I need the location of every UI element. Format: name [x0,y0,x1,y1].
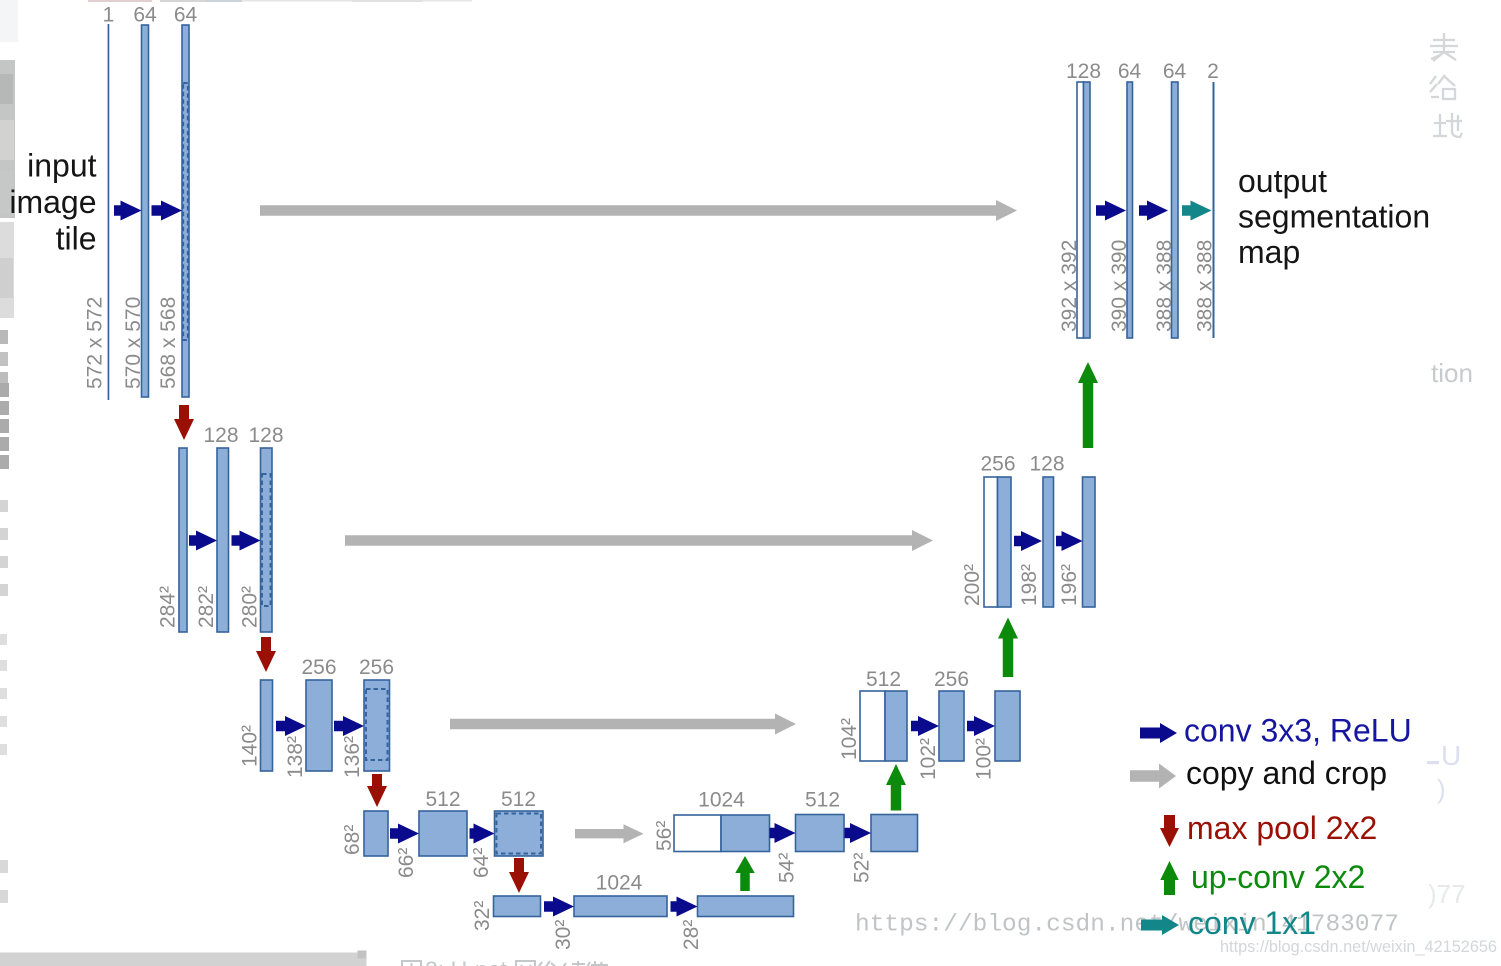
svg-text:input: input [27,148,97,184]
svg-text:conv 3x3, ReLU: conv 3x3, ReLU [1184,713,1412,749]
svg-text:256: 256 [301,656,336,679]
svg-text:1: 1 [103,4,115,27]
svg-text:512: 512 [501,788,536,811]
svg-text:56²: 56² [653,821,676,851]
svg-text:280²: 280² [239,586,262,628]
svg-text:https://blog.csdn.net/weixin_4: https://blog.csdn.net/weixin_41783077 [855,912,1399,939]
svg-text:104²: 104² [838,718,861,760]
svg-text:256: 256 [359,656,394,679]
svg-text:390 x 390: 390 x 390 [1108,240,1131,332]
svg-text:388 x 388: 388 x 388 [1194,240,1217,332]
svg-text:copy and crop: copy and crop [1186,755,1387,791]
svg-text:https://blog.csdn.net/weixin_4: https://blog.csdn.net/weixin_42152656 [1220,938,1497,956]
svg-text:100²: 100² [973,738,996,780]
svg-text:392 x 392: 392 x 392 [1058,240,1081,332]
svg-text:512: 512 [805,789,840,812]
svg-text:128: 128 [248,424,283,447]
svg-text:200²: 200² [961,564,984,606]
svg-text:66²: 66² [395,848,418,878]
svg-text:2: 2 [1207,60,1219,83]
svg-text:570 x 570: 570 x 570 [122,297,145,389]
svg-text:map: map [1238,234,1300,270]
svg-text:128: 128 [1029,453,1064,476]
svg-text:1024: 1024 [596,872,643,895]
svg-text:64: 64 [1118,60,1142,83]
svg-text:up-conv 2x2: up-conv 2x2 [1191,859,1365,895]
svg-text:512: 512 [425,788,460,811]
svg-text:388 x 388: 388 x 388 [1153,240,1176,332]
svg-text:28²: 28² [680,920,703,950]
svg-text:30²: 30² [552,920,575,950]
svg-text:32²: 32² [471,901,494,931]
svg-text:52²: 52² [851,853,874,883]
svg-text:conv 1x1: conv 1x1 [1188,905,1316,941]
svg-text:64: 64 [133,4,157,27]
svg-text:68²: 68² [341,825,364,855]
svg-text:128: 128 [1066,60,1101,83]
svg-text:140²: 140² [239,725,262,767]
svg-text:282²: 282² [195,586,218,628]
svg-text:54²: 54² [776,853,799,883]
svg-text:256: 256 [980,453,1015,476]
svg-text:138²: 138² [284,736,307,778]
svg-text:1024: 1024 [698,789,745,812]
svg-text:)77: )77 [1428,879,1466,909]
svg-text:256: 256 [934,668,969,691]
svg-text:284²: 284² [157,586,180,628]
svg-text:64: 64 [1163,60,1187,83]
svg-text:image: image [9,184,96,220]
svg-text:64²: 64² [470,848,493,878]
svg-text:segmentation: segmentation [1238,199,1430,235]
svg-text:568 x 568: 568 x 568 [157,297,180,389]
svg-text:512: 512 [866,668,901,691]
svg-text:tile: tile [56,221,97,257]
svg-text:196²: 196² [1058,564,1081,606]
svg-text:198²: 198² [1018,564,1041,606]
svg-text:U: U [1441,740,1461,771]
svg-text:64: 64 [174,4,198,27]
svg-text:): ) [1437,774,1446,804]
svg-text:2: U-net: 2: U-net [425,957,507,966]
svg-text:output: output [1238,163,1327,199]
svg-text:572 x 572: 572 x 572 [84,297,107,389]
svg-text:102²: 102² [917,738,940,780]
svg-text:max pool 2x2: max pool 2x2 [1187,810,1377,846]
svg-text:tion: tion [1431,358,1473,388]
svg-text:128: 128 [203,424,238,447]
svg-text:136²: 136² [341,736,364,778]
